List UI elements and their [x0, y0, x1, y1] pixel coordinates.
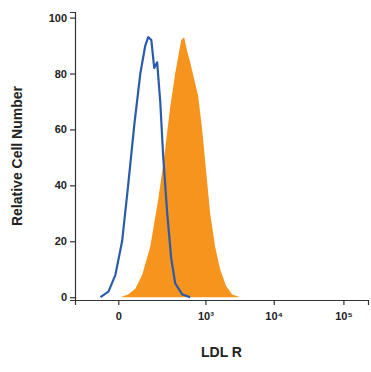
y-axis-tick-label: 100	[49, 12, 67, 24]
y-axis-tick-mark	[70, 129, 75, 130]
y-axis-tick-mark	[70, 185, 75, 186]
y-axis-tick: 0	[61, 291, 75, 303]
y-axis-tick-mark	[70, 17, 75, 18]
histogram-line	[100, 37, 190, 297]
y-axis-tick: 80	[55, 68, 75, 80]
y-axis-line	[70, 13, 76, 301]
x-axis-tick-mark	[274, 300, 275, 305]
y-axis-tick-label: 40	[55, 179, 67, 191]
y-axis-tick-mark	[70, 297, 75, 298]
y-axis-tick: 20	[55, 235, 75, 247]
y-axis-tick-label: 0	[61, 291, 67, 303]
x-axis-tick-mark	[343, 300, 344, 305]
x-axis-tick-mark	[118, 300, 119, 305]
plot: 0 10³ 10⁴ 10⁵ 0 20 40 60 80 100	[49, 12, 369, 322]
x-axis: 0 10³ 10⁴ 10⁵	[76, 300, 369, 322]
x-axis-title: LDL R	[201, 344, 242, 360]
histogram-area	[120, 37, 240, 297]
y-axis-tick-label: 60	[55, 123, 67, 135]
x-axis-tick: 10³	[198, 300, 214, 322]
x-axis-tick-label: 0	[116, 310, 122, 322]
x-axis-tick-label: 10³	[198, 310, 214, 322]
x-axis-tick-mark	[205, 300, 206, 305]
y-axis-tick-label: 80	[55, 68, 67, 80]
chart: 0 10³ 10⁴ 10⁵ 0 20 40 60 80 100 LDL R Relative Cell…	[0, 0, 371, 372]
x-axis-tick-label: 10⁵	[335, 310, 352, 322]
x-axis-tick: 10⁴	[265, 300, 283, 322]
y-axis-title: Relative Cell Number	[9, 85, 25, 226]
y-axis: 0 20 40 60 80 100	[49, 12, 76, 304]
y-axis-tick-mark	[70, 73, 75, 74]
y-axis-tick: 100	[49, 12, 75, 24]
y-axis-tick: 40	[55, 179, 75, 191]
y-axis-tick-label: 20	[55, 235, 67, 247]
y-axis-tick-mark	[70, 241, 75, 242]
y-axis-tick: 60	[55, 123, 75, 135]
x-axis-line	[76, 301, 369, 306]
x-axis-tick: 10⁵	[335, 300, 352, 322]
x-axis-tick: 0	[116, 300, 122, 322]
marks	[100, 37, 240, 297]
x-axis-tick-label: 10⁴	[265, 310, 283, 322]
